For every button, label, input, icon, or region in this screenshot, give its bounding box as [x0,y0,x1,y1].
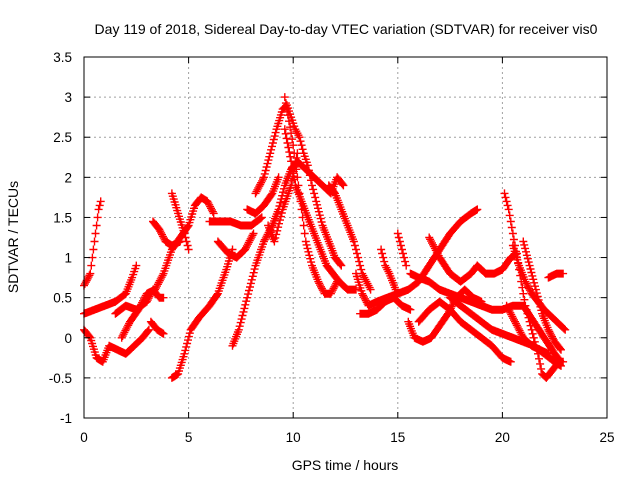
series-trace-7 [149,217,185,250]
data-point-markers [243,173,283,218]
series-trace-20 [356,293,415,318]
series-trace-11 [213,229,258,262]
y-tick-label: -1 [60,411,72,426]
x-tick-label: 5 [185,430,193,445]
data-point-markers [280,93,342,298]
x-tick-label: 10 [286,430,301,445]
data-point-markers [149,217,185,250]
data-point-markers [167,189,193,254]
y-tick-label: -0.5 [49,371,72,386]
data-point-markers [280,125,360,294]
series-trace-13 [251,101,346,270]
y-axis-label: SDTVAR / TECUs [5,181,21,293]
series-trace-18 [324,181,375,294]
data-point-markers [502,301,553,358]
series-trace-8 [167,189,193,254]
series-trace-32 [544,269,568,282]
data-point-markers [473,249,521,278]
y-tick-label: 1 [64,251,72,266]
y-tick-label: 3 [64,90,72,105]
data-point-markers [544,269,568,282]
series-trace-25 [425,233,482,286]
data-point-markers [324,181,375,294]
chart-title: Day 119 of 2018, Sidereal Day-to-day VTE… [95,21,598,37]
plot-frame [83,56,608,419]
axis-ticks: 0 5 10 15 20 25 -1 -0.5 0 0.5 1 1.5 2 2.5 3 3.5 [49,50,615,445]
y-tick-label: 2.5 [53,130,72,145]
x-tick-label: 15 [390,430,405,445]
data-point-markers [213,229,258,262]
data-point-markers [146,317,168,338]
series-trace-16 [280,93,342,298]
series-trace-17 [280,125,360,294]
x-axis-label: GPS time / hours [292,457,399,473]
series-trace-21 [377,245,400,294]
data-marks [80,93,570,382]
data-point-markers [356,293,415,318]
series-trace-6 [146,317,168,338]
data-point-markers [167,245,237,382]
data-point-markers [80,325,153,366]
series-trace-22 [393,229,411,270]
y-tick-label: 0 [64,331,72,346]
series-trace-28 [473,249,521,278]
data-point-markers [117,193,218,342]
y-tick-label: 1.5 [53,210,72,225]
data-point-markers [393,229,411,270]
series-trace-9 [167,245,237,382]
y-tick-label: 0.5 [53,291,72,306]
data-point-markers [425,233,482,286]
y-tick-label: 2 [64,170,72,185]
data-point-markers [377,245,400,294]
data-point-markers [205,213,266,230]
series-trace-14 [243,173,283,218]
x-tick-label: 20 [495,430,510,445]
series-trace-31 [519,237,565,354]
series-trace-26 [414,297,515,366]
y-tick-label: 3.5 [53,50,72,65]
series-trace-3 [80,325,153,366]
data-point-markers [414,297,515,366]
data-point-markers [519,237,565,354]
series-trace-33 [502,301,553,358]
series-trace-10 [205,213,266,230]
series-trace-5 [117,193,218,342]
x-tick-label: 0 [80,430,88,445]
x-tick-label: 25 [599,430,614,445]
data-point-markers [251,101,346,270]
